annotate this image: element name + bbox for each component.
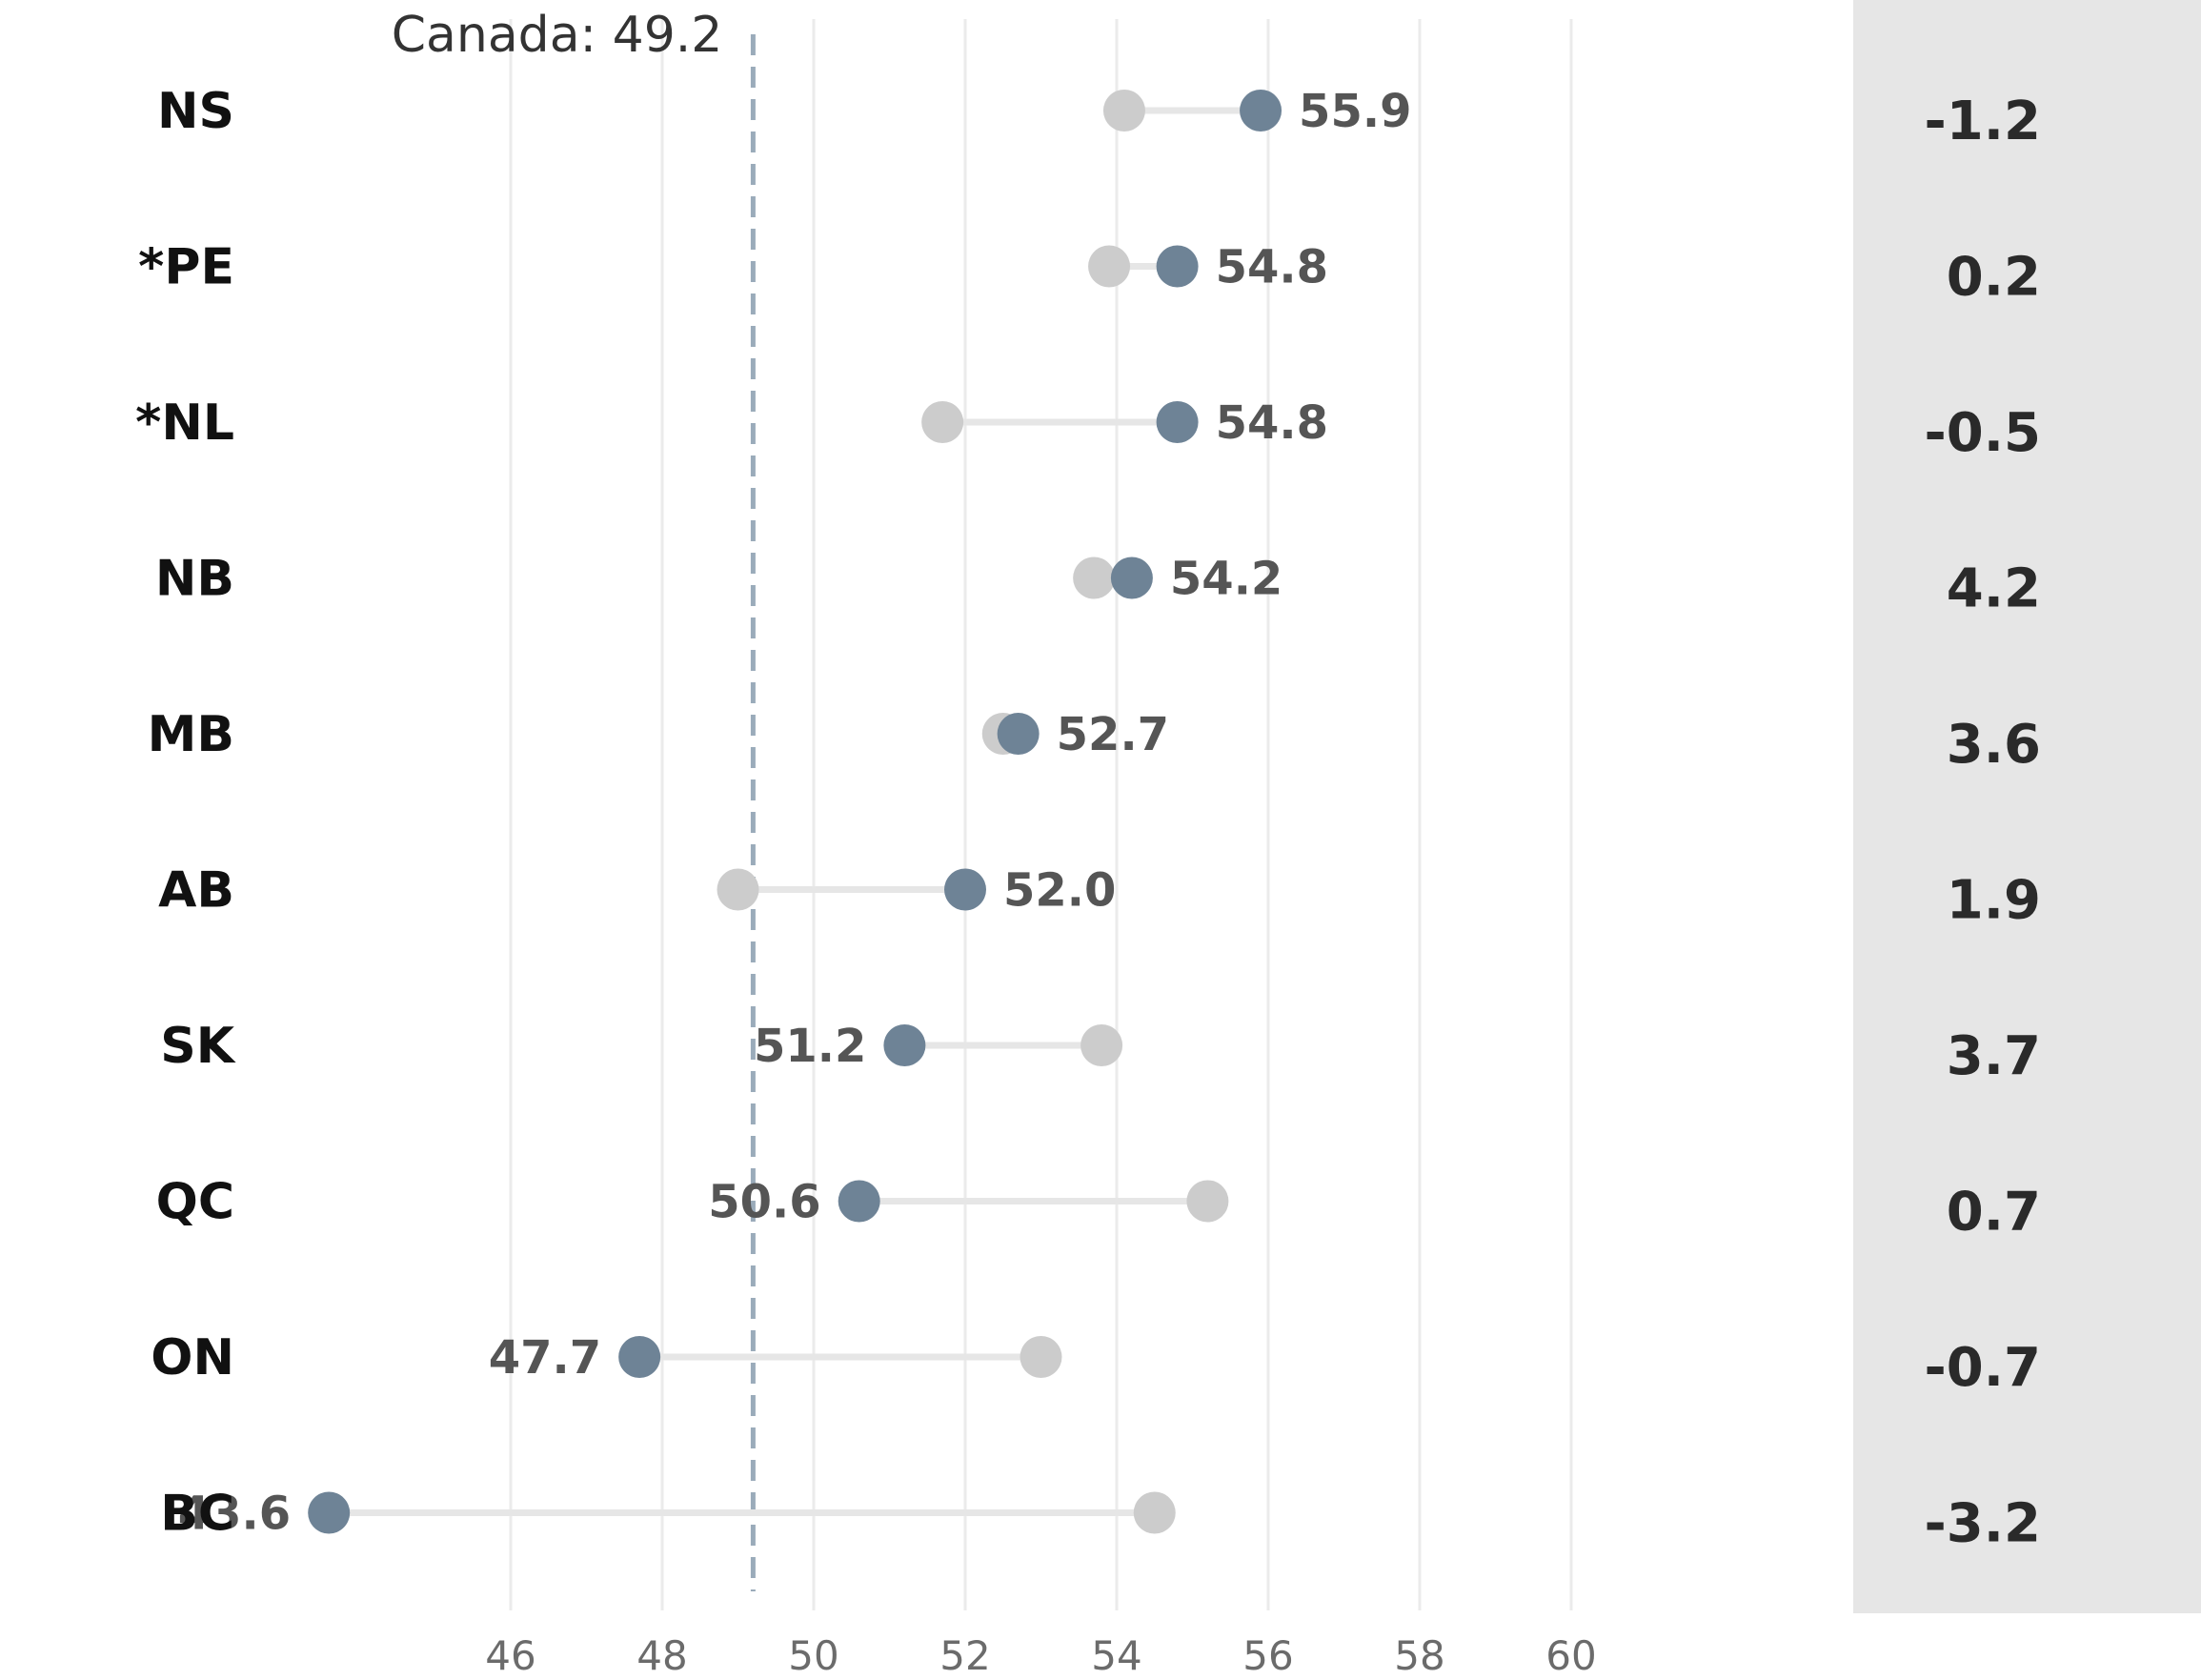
x-tick-label-60: 60 — [1545, 1632, 1596, 1679]
current-point-ab — [944, 868, 986, 911]
value-label-ns: 55.9 — [1299, 85, 1411, 138]
change-value-on: -0.7 — [1925, 1337, 2041, 1399]
province-label-nb: NB — [155, 551, 234, 608]
previous-point-bc — [1133, 1491, 1176, 1534]
change-value-nb: 4.2 — [1947, 558, 2041, 620]
province-label-mb: MB — [148, 706, 234, 763]
current-point-on — [618, 1336, 661, 1378]
current-point-ns — [1240, 90, 1282, 132]
current-point-sk — [883, 1024, 926, 1066]
previous-point-ns — [1102, 90, 1145, 132]
current-point-nl — [1156, 401, 1199, 443]
value-label-on: 47.7 — [489, 1331, 601, 1385]
previous-point-nl — [921, 401, 964, 443]
value-label-nb: 54.2 — [1170, 553, 1282, 606]
canada-reference-label: Canada: 49.2 — [392, 7, 723, 64]
value-label-sk: 51.2 — [754, 1020, 866, 1073]
previous-point-nb — [1073, 557, 1116, 599]
previous-points — [717, 90, 1229, 1534]
previous-point-qc — [1186, 1180, 1229, 1223]
value-label-ab: 52.0 — [1003, 864, 1116, 918]
province-label-qc: QC — [156, 1174, 234, 1231]
change-value-mb: 3.6 — [1947, 714, 2041, 776]
previous-point-sk — [1080, 1024, 1123, 1066]
x-tick-label-52: 52 — [939, 1632, 990, 1679]
province-label-pe: *PE — [138, 239, 234, 296]
value-labels: 55.9 54.8 54.8 54.2 52.7 52.0 51.2 50.6 47.7 43.6 — [178, 85, 1412, 1541]
current-point-nb — [1110, 557, 1153, 599]
change-value-qc: 0.7 — [1947, 1182, 2041, 1244]
current-points — [308, 90, 1282, 1534]
change-value-nl: -0.5 — [1925, 402, 2041, 464]
province-label-nl: *NL — [135, 395, 234, 452]
x-tick-label-56: 56 — [1242, 1632, 1293, 1679]
change-value-sk: 3.7 — [1947, 1025, 2041, 1087]
value-label-bc: 43.6 — [178, 1488, 291, 1541]
change-value-ab: 1.9 — [1947, 870, 2041, 932]
change-panel — [1853, 0, 2201, 1613]
province-label-sk: SK — [160, 1018, 235, 1075]
province-label-ab: AB — [158, 862, 234, 920]
x-tick-label-46: 46 — [485, 1632, 535, 1679]
province-label-bc: BC — [160, 1486, 234, 1543]
x-tick-label-54: 54 — [1091, 1632, 1141, 1679]
reference-line-group: Canada: 49.2 — [392, 7, 756, 1591]
gridlines — [509, 19, 1573, 1610]
connectors — [329, 107, 1262, 1516]
previous-point-ab — [717, 868, 759, 911]
value-label-mb: 52.7 — [1057, 708, 1169, 761]
province-label-ns: NS — [157, 83, 234, 140]
x-axis-ticks: 46 48 50 52 54 56 58 60 — [485, 1632, 1596, 1679]
current-point-pe — [1156, 245, 1199, 288]
change-value-pe: 0.2 — [1947, 247, 2041, 309]
x-tick-label-50: 50 — [788, 1632, 838, 1679]
x-tick-label-58: 58 — [1394, 1632, 1444, 1679]
value-label-pe: 54.8 — [1216, 241, 1328, 294]
current-point-mb — [997, 713, 1040, 755]
previous-point-on — [1020, 1336, 1062, 1378]
x-tick-label-48: 48 — [636, 1632, 687, 1679]
current-point-qc — [838, 1180, 880, 1223]
change-value-ns: -1.2 — [1925, 91, 2041, 152]
change-values: -1.2 0.2 -0.5 4.2 3.6 1.9 3.7 0.7 -0.7 -3.2 — [1925, 91, 2041, 1555]
current-point-bc — [308, 1491, 351, 1534]
change-value-bc: -3.2 — [1925, 1493, 2041, 1555]
value-label-qc: 50.6 — [708, 1176, 820, 1229]
value-label-nl: 54.8 — [1216, 396, 1328, 450]
province-labels: NS *PE *NL NB MB AB SK QC ON BC — [135, 83, 236, 1543]
province-label-on: ON — [151, 1329, 234, 1387]
previous-point-pe — [1088, 245, 1131, 288]
